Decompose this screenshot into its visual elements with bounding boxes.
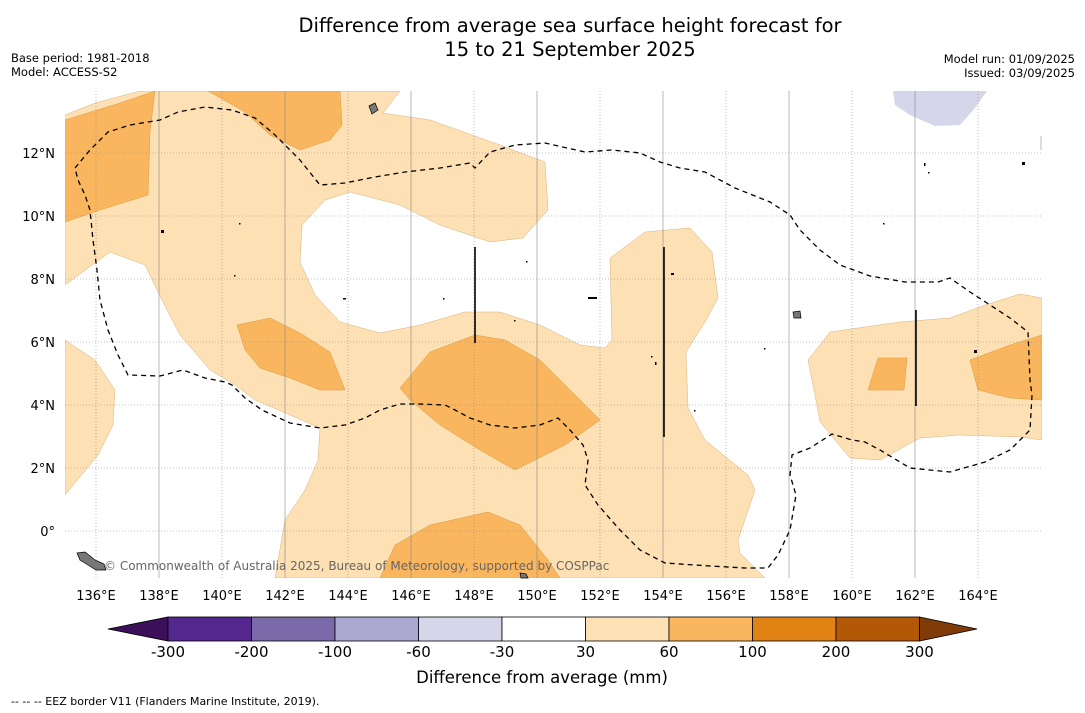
- issued-date: Issued: 03/09/2025: [964, 66, 1075, 80]
- longitude-label: 150°E: [517, 589, 557, 604]
- colorbar-label: -60: [406, 643, 431, 661]
- colorbar-segments: [107, 616, 978, 642]
- atoll: [588, 297, 597, 299]
- title-line-2: 15 to 21 September 2025: [444, 38, 696, 61]
- latitude-label: 0°: [40, 525, 55, 540]
- colorbar-label: 60: [659, 643, 679, 661]
- longitude-label: 152°E: [580, 589, 620, 604]
- longitude-label: 142°E: [265, 589, 305, 604]
- anomaly-region-nw: [65, 91, 156, 223]
- island: [519, 572, 529, 579]
- colorbar-label: 200: [821, 643, 851, 661]
- atoll: [651, 356, 653, 358]
- map-title: Difference from average sea surface heig…: [0, 14, 1085, 62]
- longitude-label: 140°E: [202, 589, 242, 604]
- atoll: [694, 410, 696, 412]
- longitude-label: 160°E: [832, 589, 872, 604]
- longitude-label: 156°E: [706, 589, 746, 604]
- colorbar-label: -300: [150, 643, 186, 661]
- atolls: [161, 136, 1042, 412]
- atoll: [514, 320, 516, 322]
- longitude-label: 162°E: [895, 589, 935, 604]
- colorbar-label: 300: [905, 643, 934, 661]
- anomaly-region-north: [65, 91, 766, 578]
- island: [368, 102, 379, 115]
- title-line-1: Difference from average sea surface heig…: [298, 14, 842, 37]
- model-name: Model: ACCESS-S2: [11, 65, 118, 79]
- island: [792, 310, 802, 319]
- anomaly-region-east-small: [867, 357, 908, 391]
- longitude-label: 158°E: [769, 589, 809, 604]
- colorbar-segment: [668, 616, 753, 642]
- atoll: [924, 163, 926, 166]
- atoll: [655, 362, 657, 365]
- anomaly-negative-region: [893, 91, 987, 126]
- eez-border: [74, 106, 1033, 569]
- latitude-label: 4°N: [31, 399, 56, 414]
- colorbar-label: 100: [738, 643, 767, 661]
- latitude-label: 8°N: [31, 273, 56, 288]
- anomaly-layer: [65, 91, 1042, 578]
- colorbar-label: -200: [234, 643, 269, 661]
- run-info: Model run: 01/09/2025 Issued: 03/09/2025: [944, 52, 1075, 80]
- atoll: [1040, 136, 1042, 150]
- latitude-labels: 12°N 10°N 8°N 6°N 4°N 2°N 0°: [22, 147, 55, 540]
- eez-footnote: -- -- -- EEZ border V11 (Flanders Marine…: [11, 695, 320, 708]
- anomaly-region-n: [207, 91, 343, 151]
- colorbar-extend-low: [107, 616, 169, 642]
- anomaly-region-south: [379, 511, 561, 578]
- longitude-label: 146°E: [391, 589, 431, 604]
- longitude-label: 144°E: [328, 589, 368, 604]
- atoll: [343, 298, 346, 300]
- colorbar-extend-high: [919, 616, 978, 642]
- colorbar-segment: [334, 616, 419, 642]
- atoll: [239, 223, 241, 225]
- anomaly-region-far-east: [969, 334, 1042, 401]
- colorbar-segment: [251, 616, 336, 642]
- atoll: [161, 230, 164, 233]
- longitude-label: 154°E: [643, 589, 683, 604]
- atoll: [1022, 162, 1025, 165]
- atoll: [526, 261, 528, 263]
- colorbar-segment: [752, 616, 837, 642]
- atoll: [974, 350, 977, 353]
- atoll: [883, 223, 885, 225]
- longitude-label: 136°E: [76, 589, 116, 604]
- longitude-labels: 136°E 138°E 140°E 142°E 144°E 146°E 148°E 150°E…: [76, 589, 998, 604]
- atoll: [671, 273, 674, 275]
- latitude-label: 10°N: [22, 210, 55, 225]
- colorbar-segment: [585, 616, 670, 642]
- latitude-label: 12°N: [22, 147, 55, 162]
- colorbar-title: Difference from average (mm): [416, 668, 668, 687]
- longitude-label: 148°E: [454, 589, 494, 604]
- colorbar-segment: [501, 616, 586, 642]
- islands: [76, 102, 802, 579]
- island: [76, 551, 107, 571]
- atoll: [443, 298, 445, 300]
- model-run: Model run: 01/09/2025: [943, 52, 1075, 66]
- latitude-label: 2°N: [31, 462, 56, 477]
- atoll: [234, 275, 236, 277]
- anomaly-region-east: [807, 293, 1042, 461]
- colorbar-segment: [835, 616, 920, 642]
- colorbar-label: -100: [317, 643, 353, 661]
- colorbar-segment: [418, 616, 503, 642]
- colorbar-label: -30: [489, 643, 515, 661]
- anomaly-region-west: [65, 339, 116, 496]
- atoll: [928, 172, 930, 174]
- colorbar-segment: [167, 616, 252, 642]
- copyright-notice: © Commonwealth of Australia 2025, Bureau…: [104, 559, 609, 573]
- vertical-markers: [474, 247, 917, 437]
- base-period: Base period: 1981-2018: [11, 51, 150, 65]
- atoll: [764, 348, 766, 350]
- longitude-label: 164°E: [958, 589, 998, 604]
- colorbar-label: 30: [575, 643, 596, 661]
- anomaly-30-60-regions: [65, 91, 1042, 578]
- graticule: [65, 91, 1042, 578]
- longitude-label: 138°E: [139, 589, 179, 604]
- latitude-label: 6°N: [31, 336, 56, 351]
- base-info: Base period: 1981-2018 Model: ACCESS-S2: [11, 51, 150, 79]
